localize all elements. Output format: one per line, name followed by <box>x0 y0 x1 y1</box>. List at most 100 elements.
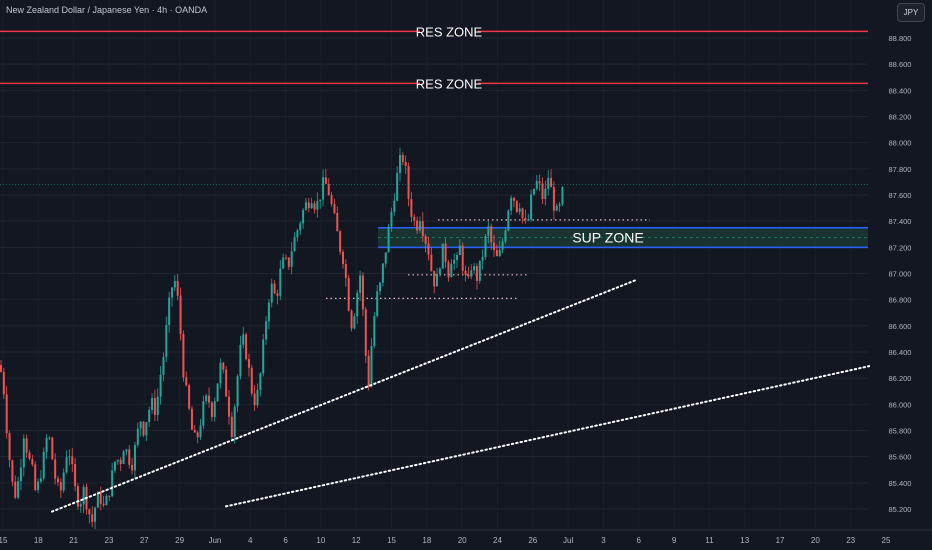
price-tick-label: 85.600 <box>889 453 912 462</box>
candle-body <box>196 432 199 438</box>
candle-body <box>550 177 553 188</box>
candle-body <box>210 402 213 418</box>
candle-body <box>322 177 325 200</box>
candle-body <box>287 257 290 267</box>
candle-body <box>527 219 530 221</box>
candle-body <box>319 199 322 201</box>
candle-body <box>376 291 379 316</box>
time-tick-label: 11 <box>705 536 714 545</box>
time-tick-label: 20 <box>811 536 820 545</box>
candle-body <box>156 396 159 416</box>
candle-body <box>507 210 510 231</box>
candle-body <box>14 481 17 498</box>
time-tick-label: Jun <box>208 536 221 545</box>
candle-body <box>336 213 339 232</box>
candle-body <box>493 242 496 251</box>
res-label: RES ZONE <box>416 24 483 39</box>
candle-body <box>413 216 416 221</box>
candle-body <box>28 452 31 459</box>
candle-body <box>353 316 356 329</box>
support-zone-label: SUP ZONE <box>572 230 643 246</box>
candle-body <box>544 188 547 199</box>
candle-body <box>176 281 179 296</box>
candle-body <box>407 166 410 200</box>
candle-body <box>330 195 333 205</box>
candle-body <box>361 275 364 310</box>
candle-body <box>71 456 74 465</box>
candle-body <box>165 324 168 357</box>
candle-body <box>222 362 225 370</box>
price-tick-label: 86.800 <box>889 296 912 305</box>
candle-body <box>532 188 535 195</box>
price-tick-label: 87.800 <box>889 165 912 174</box>
candle-body <box>444 243 447 263</box>
candle-body <box>344 264 347 279</box>
candle-body <box>302 209 305 224</box>
candle-body <box>324 177 327 184</box>
candle-body <box>179 295 182 334</box>
candle-body <box>276 293 279 296</box>
candle-body <box>22 438 25 468</box>
candle-body <box>162 356 165 375</box>
candle-body <box>501 241 504 250</box>
candle-body <box>393 200 396 212</box>
time-tick-label: 12 <box>352 536 361 545</box>
candle-body <box>481 256 484 261</box>
candle-body <box>285 257 287 259</box>
candle-body <box>57 478 59 483</box>
candle-body <box>17 481 20 498</box>
candle-body <box>82 486 85 505</box>
candle-body <box>430 254 433 271</box>
candle-body <box>219 362 222 384</box>
candle-body <box>475 266 478 281</box>
price-tick-label: 88.600 <box>889 60 912 69</box>
candle-body <box>25 438 28 453</box>
candle-body <box>233 406 236 437</box>
candle-body <box>333 204 336 214</box>
candle-body <box>208 395 211 403</box>
candle-body <box>31 458 34 465</box>
support-zone-layer: SUP ZONE <box>326 219 868 299</box>
candle-body <box>310 203 313 209</box>
candle-body <box>96 493 99 508</box>
candle-body <box>487 226 490 236</box>
grid <box>0 37 868 510</box>
candle-body <box>153 398 156 416</box>
candle-body <box>253 393 256 406</box>
candle-body <box>131 464 134 471</box>
time-tick-label: Jul <box>563 536 573 545</box>
candle-body <box>347 278 350 311</box>
candle-body <box>190 408 193 430</box>
candle-body <box>367 355 370 387</box>
candle-body <box>410 199 413 217</box>
candle-body <box>239 344 242 377</box>
price-tick-label: 86.600 <box>889 322 912 331</box>
candle-body <box>270 283 273 303</box>
trendline <box>51 279 637 513</box>
candle-body <box>188 385 191 409</box>
candle-body <box>205 395 208 402</box>
candle-body <box>387 226 390 253</box>
candle-body <box>370 346 373 387</box>
candle-body <box>436 273 439 287</box>
candle-body <box>54 459 57 479</box>
candle-body <box>521 208 524 219</box>
candle-body <box>136 428 139 445</box>
candle-body <box>424 236 427 244</box>
candle-body <box>421 221 424 237</box>
candle-body <box>373 315 376 347</box>
candle-body <box>327 183 330 196</box>
candle-body <box>498 249 501 257</box>
support-zone-fill <box>378 227 868 248</box>
price-tick-label: 88.800 <box>889 34 912 43</box>
candle-body <box>145 422 148 436</box>
candle-body <box>8 433 11 461</box>
candle-body <box>51 437 54 460</box>
time-tick-label: 23 <box>105 536 114 545</box>
candle-body <box>495 250 498 257</box>
candle-body <box>456 254 458 260</box>
candle-body <box>262 339 265 374</box>
candle-body <box>171 287 173 298</box>
currency-button[interactable]: JPY <box>897 3 925 22</box>
